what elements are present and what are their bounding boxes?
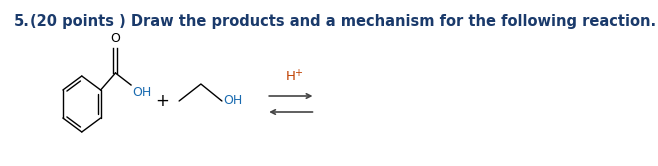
Text: (20 points ) Draw the products and a mechanism for the following reaction.: (20 points ) Draw the products and a mec… [30,14,656,29]
Text: OH: OH [132,86,151,99]
Text: 5.: 5. [14,14,30,29]
Text: +: + [155,92,169,110]
Text: OH: OH [224,94,243,108]
Text: +: + [294,68,302,78]
Text: O: O [111,32,120,45]
Text: H: H [286,70,296,83]
